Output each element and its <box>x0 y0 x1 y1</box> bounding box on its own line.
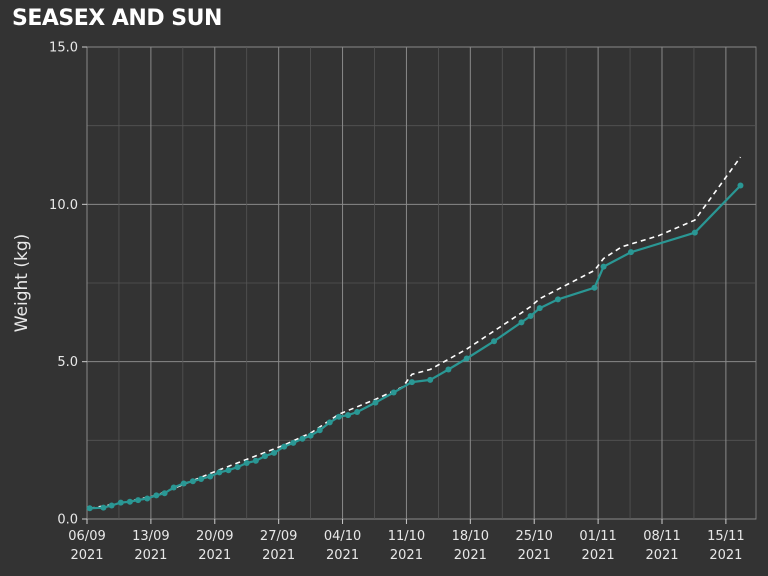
data-point <box>189 478 196 485</box>
data-point <box>144 495 151 502</box>
x-tick-label: 13/09 <box>132 529 169 544</box>
data-point <box>180 480 187 487</box>
solid-series-line <box>89 184 742 510</box>
data-point <box>627 249 634 256</box>
x-tick-label: 04/10 <box>324 529 361 544</box>
data-point <box>86 505 93 512</box>
data-point <box>591 284 598 291</box>
data-point <box>153 492 160 499</box>
x-tick-label: 27/09 <box>260 529 297 544</box>
chart-title: SEASEX AND SUN <box>12 6 222 31</box>
data-point <box>198 476 205 483</box>
x-tick-year-label: 2021 <box>709 548 742 563</box>
x-tick-year-label: 2021 <box>582 548 615 563</box>
x-tick-year-label: 2021 <box>518 548 551 563</box>
x-tick-label: 20/09 <box>196 529 233 544</box>
y-tick-label: 5.0 <box>57 355 78 370</box>
data-point <box>170 484 177 491</box>
data-point <box>691 229 698 236</box>
y-axis-title: Weight (kg) <box>12 234 32 333</box>
axis-layer: 0.0 5.0 10.0 15.0 06/09 2021 13/09 2021 20/09 202… <box>49 41 745 564</box>
x-tick-label: 25/10 <box>515 529 552 544</box>
y-tick-label: 0.0 <box>57 513 78 528</box>
data-point <box>261 453 268 460</box>
data-point <box>207 473 214 480</box>
data-point <box>408 379 415 386</box>
data-point <box>345 412 352 419</box>
x-tick-year-label: 2021 <box>326 548 359 563</box>
data-point <box>737 182 744 189</box>
data-point <box>290 439 297 446</box>
series-layer <box>86 156 744 512</box>
data-point <box>225 467 232 474</box>
data-point <box>252 457 259 464</box>
y-tick-label: 15.0 <box>49 41 78 56</box>
data-point <box>243 459 250 466</box>
data-point <box>372 399 379 406</box>
x-tick-year-label: 2021 <box>645 548 678 563</box>
data-point <box>600 263 607 270</box>
x-tick-label: 15/11 <box>707 529 744 544</box>
x-tick-year-label: 2021 <box>70 548 103 563</box>
data-point <box>527 313 534 320</box>
data-point <box>354 409 361 416</box>
data-point <box>445 366 452 373</box>
data-point <box>491 338 498 345</box>
data-point <box>427 376 434 383</box>
data-point <box>126 498 133 505</box>
data-point <box>117 499 124 506</box>
x-tick-label: 11/10 <box>388 529 425 544</box>
data-point <box>518 319 525 326</box>
data-point <box>326 419 333 426</box>
data-point <box>216 469 223 476</box>
x-tick-label: 08/11 <box>643 529 680 544</box>
data-point <box>554 296 561 303</box>
data-point <box>390 389 397 396</box>
x-tick-year-label: 2021 <box>262 548 295 563</box>
x-tick-year-label: 2021 <box>390 548 423 563</box>
data-point <box>281 443 288 450</box>
data-point <box>271 449 278 456</box>
data-point <box>135 497 142 504</box>
grid-layer <box>86 46 756 520</box>
data-point <box>335 413 342 420</box>
data-point <box>161 490 168 497</box>
data-point <box>299 435 306 442</box>
y-tick-label: 10.0 <box>49 198 78 213</box>
data-point <box>307 432 314 439</box>
x-tick-year-label: 2021 <box>134 548 167 563</box>
x-tick-year-label: 2021 <box>454 548 487 563</box>
data-point <box>463 355 470 362</box>
data-point <box>108 502 115 509</box>
data-point <box>536 305 543 312</box>
data-point <box>316 427 323 434</box>
x-tick-label: 18/10 <box>452 529 489 544</box>
data-point <box>100 504 107 511</box>
x-tick-label: 01/11 <box>579 529 616 544</box>
x-tick-year-label: 2021 <box>198 548 231 563</box>
x-tick-label: 06/09 <box>68 529 105 544</box>
data-point <box>234 464 241 471</box>
